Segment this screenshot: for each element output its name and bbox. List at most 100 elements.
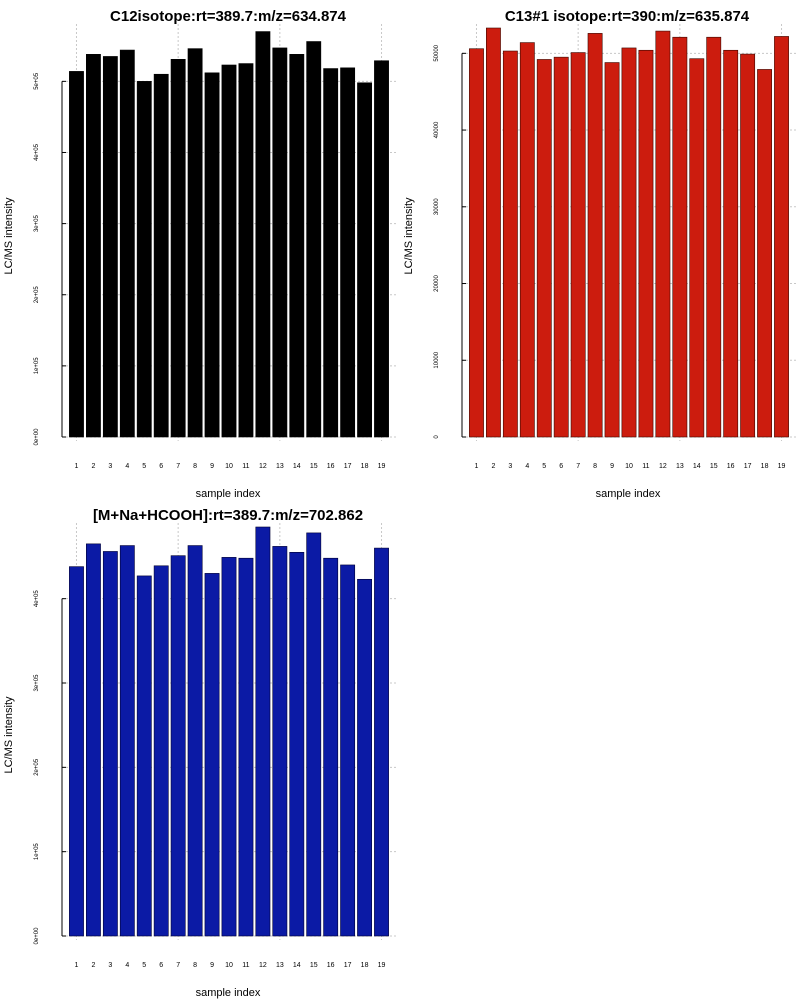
bar — [221, 557, 237, 937]
x-tick-label: 2 — [491, 463, 495, 470]
bar — [587, 33, 603, 438]
x-tick-label: 14 — [293, 463, 301, 470]
bar — [502, 50, 518, 438]
x-tick-label: 17 — [344, 962, 352, 969]
y-tick-label: 4e+05 — [34, 590, 40, 608]
bar — [323, 68, 339, 438]
y-tick-label: 3e+05 — [34, 215, 40, 233]
bar — [204, 573, 220, 937]
bar — [306, 532, 322, 937]
x-tick-label: 1 — [75, 962, 79, 969]
x-tick-label: 16 — [327, 463, 335, 470]
x-tick-label: 13 — [276, 463, 284, 470]
chart-title: C13#1 isotope:rt=390:m/z=635.874 — [505, 8, 750, 25]
bar — [774, 36, 789, 438]
x-tick-label: 11 — [242, 962, 249, 969]
bar — [519, 42, 535, 438]
chart-title: C12isotope:rt=389.7:m/z=634.874 — [110, 8, 347, 25]
x-tick-label: 14 — [693, 463, 701, 470]
x-tick-label: 16 — [727, 463, 735, 470]
bar — [136, 575, 152, 937]
x-tick-label: 7 — [176, 463, 180, 470]
bar — [170, 555, 186, 937]
bar — [604, 62, 620, 438]
x-tick-label: 8 — [593, 463, 597, 470]
bar — [102, 56, 118, 438]
x-tick-label: 3 — [108, 962, 112, 969]
bar — [289, 551, 305, 937]
x-tick-label: 10 — [625, 463, 633, 470]
x-tick-label: 18 — [361, 962, 369, 969]
bar — [757, 69, 772, 438]
x-tick-label: 4 — [125, 962, 129, 969]
x-tick-label: 7 — [576, 463, 580, 470]
bar — [340, 564, 356, 937]
x-tick-label: 17 — [344, 463, 352, 470]
x-tick-label: 12 — [659, 463, 667, 470]
bar — [86, 543, 101, 937]
x-tick-label: 4 — [525, 463, 529, 470]
y-tick-label: 2e+05 — [34, 286, 40, 304]
bar — [187, 48, 203, 438]
bar — [706, 36, 722, 438]
x-tick-label: 4 — [125, 463, 129, 470]
x-tick-label: 9 — [210, 962, 214, 969]
bar — [255, 526, 271, 937]
x-tick-label: 9 — [210, 463, 214, 470]
bar — [119, 545, 135, 937]
bar — [323, 557, 339, 937]
x-axis-label: sample index — [196, 987, 261, 999]
y-tick-label: 40000 — [434, 121, 440, 138]
panel-c13-isotope: C13#1 isotope:rt=390:m/z=635.874 sample … — [403, 8, 796, 500]
x-axis-label: sample index — [596, 488, 661, 500]
x-tick-label: 2 — [91, 463, 95, 470]
y-tick-label: 10000 — [434, 351, 440, 368]
bar — [69, 71, 84, 438]
y-tick-label: 0e+00 — [34, 428, 40, 446]
x-tick-label: 15 — [710, 463, 718, 470]
x-tick-label: 9 — [610, 463, 614, 470]
x-tick-label: 3 — [108, 463, 112, 470]
x-tick-label: 11 — [242, 463, 249, 470]
x-tick-label: 1 — [475, 463, 479, 470]
y-tick-label: 5e+05 — [34, 72, 40, 90]
bar — [553, 56, 569, 438]
bar — [672, 36, 688, 438]
x-tick-label: 3 — [508, 463, 512, 470]
y-tick-label: 1e+05 — [34, 843, 40, 861]
x-tick-label: 8 — [193, 463, 197, 470]
bar — [187, 545, 203, 937]
bar — [238, 557, 254, 937]
x-tick-label: 10 — [225, 463, 233, 470]
bar — [153, 565, 169, 937]
x-tick-label: 6 — [159, 463, 163, 470]
bar — [136, 81, 152, 438]
bar — [374, 60, 389, 438]
x-tick-label: 18 — [361, 463, 369, 470]
y-tick-label: 50000 — [434, 44, 440, 61]
bar — [536, 59, 552, 438]
x-tick-label: 5 — [142, 962, 146, 969]
y-axis-label: LC/MS intensity — [403, 197, 415, 275]
bar — [340, 67, 356, 438]
x-tick-label: 15 — [310, 962, 318, 969]
x-tick-label: 5 — [142, 463, 146, 470]
bar — [357, 578, 372, 937]
x-tick-label: 13 — [676, 463, 684, 470]
bar — [272, 546, 288, 937]
x-tick-label: 7 — [176, 962, 180, 969]
bar — [374, 547, 389, 937]
x-tick-label: 16 — [327, 962, 335, 969]
bar — [272, 47, 288, 438]
bar — [289, 54, 305, 438]
x-tick-label: 12 — [259, 463, 267, 470]
x-tick-label: 14 — [293, 962, 301, 969]
x-tick-label: 11 — [642, 463, 649, 470]
y-tick-label: 0 — [434, 435, 440, 439]
bar — [740, 53, 756, 438]
panel-c12isotope: C12isotope:rt=389.7:m/z=634.874 sample i… — [3, 8, 396, 500]
bar — [102, 551, 118, 937]
